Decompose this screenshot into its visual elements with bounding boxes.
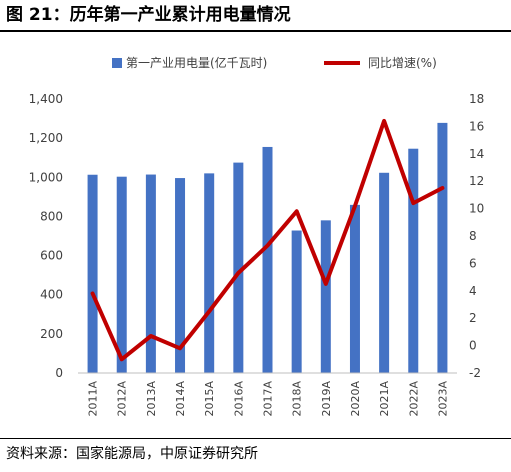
- bar: [204, 173, 215, 373]
- legend-bar-label: 第一产业用电量(亿千瓦时): [126, 55, 267, 70]
- legend-line-label: 同比增速(%): [368, 56, 437, 70]
- figure-title: 图 21：历年第一产业累计用电量情况: [6, 5, 291, 25]
- bar: [408, 148, 419, 373]
- right-tick-label: 2: [469, 311, 477, 325]
- left-tick-label: 600: [40, 249, 63, 263]
- x-tick-label: 2022A: [407, 381, 420, 417]
- x-tick-label: 2012A: [116, 381, 129, 417]
- x-tick-label: 2013A: [145, 381, 158, 417]
- bar: [320, 220, 331, 373]
- x-tick-label: 2019A: [320, 381, 333, 417]
- left-tick-label: 1,400: [29, 92, 63, 106]
- bar-series: [87, 122, 448, 374]
- bar: [437, 122, 448, 374]
- left-tick-label: 200: [40, 327, 63, 341]
- title-divider: [0, 30, 511, 32]
- x-tick-label: 2018A: [291, 381, 304, 417]
- source-divider: [0, 438, 511, 439]
- combo-chart: 第一产业用电量(亿千瓦时) 同比增速(%) 0 200 400 600 800 1,000…: [29, 55, 485, 417]
- bar: [145, 174, 156, 373]
- left-axis-ticks: 0 200 400 600 800 1,000 1,200 1,400: [29, 92, 63, 380]
- bar: [87, 174, 98, 373]
- bar: [379, 172, 390, 373]
- x-axis-labels: 2011A 2012A 2013A 2014A 2015A 2016A 2017A 2018A…: [87, 381, 450, 417]
- chart-legend: 第一产业用电量(亿千瓦时) 同比增速(%): [112, 55, 437, 70]
- left-tick-label: 1,200: [29, 131, 63, 145]
- x-tick-label: 2015A: [203, 381, 216, 417]
- right-tick-label: 4: [469, 284, 477, 298]
- bar: [233, 162, 244, 373]
- right-tick-label: 8: [469, 229, 477, 243]
- x-tick-label: 2020A: [349, 381, 362, 417]
- right-tick-label: 14: [469, 147, 484, 161]
- bar: [116, 176, 127, 373]
- right-tick-label: 0: [469, 339, 477, 353]
- legend-bar-swatch: [112, 58, 122, 68]
- x-tick-label: 2021A: [378, 381, 391, 417]
- left-tick-label: 400: [40, 288, 63, 302]
- x-tick-label: 2014A: [174, 381, 187, 417]
- right-tick-label: -2: [469, 366, 481, 380]
- bar: [349, 204, 360, 373]
- x-tick-label: 2011A: [87, 381, 100, 417]
- left-tick-label: 800: [40, 209, 63, 223]
- x-tick-label: 2016A: [232, 381, 245, 417]
- right-tick-label: 6: [469, 256, 477, 270]
- right-axis-ticks: -2 0 2 4 6 8 10 12 14 16 18: [469, 92, 484, 380]
- bar: [291, 230, 302, 373]
- x-tick-label: 2017A: [262, 381, 275, 417]
- right-tick-label: 10: [469, 202, 484, 216]
- x-tick-label: 2023A: [436, 381, 449, 417]
- bar: [262, 146, 273, 373]
- right-tick-label: 16: [469, 119, 484, 133]
- right-tick-label: 12: [469, 174, 484, 188]
- right-tick-label: 18: [469, 92, 484, 106]
- left-tick-label: 0: [55, 366, 63, 380]
- source-note: 资料来源：国家能源局，中原证券研究所: [6, 446, 258, 462]
- left-tick-label: 1,000: [29, 170, 63, 184]
- growth-line: [90, 118, 445, 362]
- bar: [175, 178, 186, 373]
